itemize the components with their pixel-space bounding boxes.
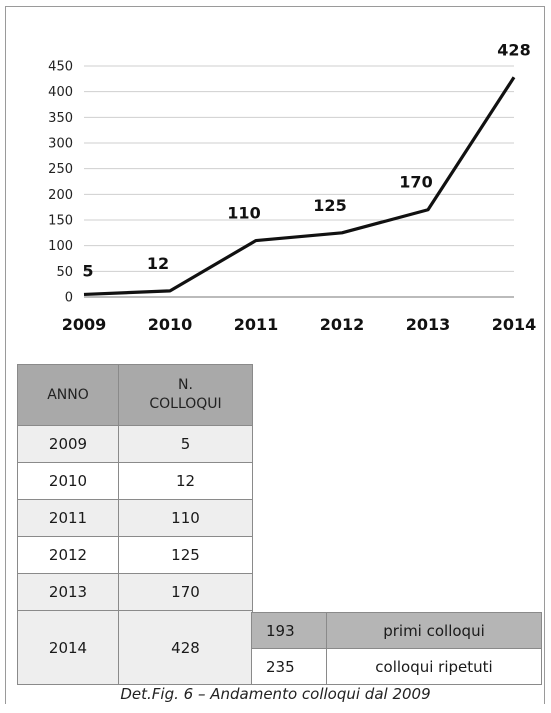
line-chart: 0 50 100 150 200 250 300 350 400 450 2009 2010 2011… <box>48 40 537 334</box>
data-label: 110 <box>227 204 260 223</box>
y-tick-label: 450 <box>48 60 73 75</box>
header-n: N. <box>178 377 193 393</box>
data-label: 125 <box>313 196 346 215</box>
cell-anno: 2012 <box>17 536 119 574</box>
y-tick-label: 300 <box>48 137 73 152</box>
cell-n: 428 <box>118 610 253 685</box>
data-label: 5 <box>82 261 93 280</box>
y-tick-label: 200 <box>48 188 73 203</box>
x-tick-label: 2012 <box>320 315 365 334</box>
x-tick-label: 2014 <box>492 315 537 334</box>
breakdown-table: 193 primi colloqui 235 colloqui ripetuti <box>251 612 542 685</box>
x-tick-label: 2011 <box>234 315 279 334</box>
figure-frame <box>5 6 545 704</box>
table-row: 2011 110 <box>17 499 253 537</box>
data-label: 12 <box>147 254 169 273</box>
y-tick-label: 350 <box>48 111 73 126</box>
cell-n: 125 <box>118 536 253 574</box>
table-header-row: ANNO N. COLLOQUI <box>17 364 253 426</box>
x-tick-label: 2013 <box>406 315 451 334</box>
data-label: 428 <box>497 40 530 59</box>
x-axis-ticks: 2009 2010 2011 2012 2013 2014 <box>62 315 537 334</box>
y-tick-label: 50 <box>56 265 73 280</box>
breakdown-row: 235 colloqui ripetuti <box>251 648 542 685</box>
breakdown-label: colloqui ripetuti <box>326 648 542 685</box>
colloqui-table: ANNO N. COLLOQUI 2009 5 2010 12 2011 110… <box>17 364 253 685</box>
breakdown-number: 235 <box>251 648 327 685</box>
cell-n: 12 <box>118 462 253 500</box>
breakdown-number: 193 <box>251 612 327 649</box>
y-axis-ticks: 0 50 100 150 200 250 300 350 400 450 <box>48 60 73 306</box>
header-n-colloqui: N. COLLOQUI <box>118 364 253 426</box>
y-tick-label: 400 <box>48 85 73 100</box>
header-anno: ANNO <box>17 364 119 426</box>
table-row: 2010 12 <box>17 462 253 500</box>
cell-anno: 2013 <box>17 573 119 611</box>
y-tick-label: 150 <box>48 214 73 229</box>
series-line <box>83 76 516 297</box>
y-tick-label: 100 <box>48 239 73 254</box>
table-row: 2013 170 <box>17 573 253 611</box>
header-colloqui: COLLOQUI <box>149 396 222 412</box>
x-tick-label: 2009 <box>62 315 107 334</box>
cell-anno: 2011 <box>17 499 119 537</box>
cell-anno: 2010 <box>17 462 119 500</box>
table-row: 2014 428 <box>17 610 253 685</box>
table-row: 2012 125 <box>17 536 253 574</box>
cell-n: 170 <box>118 573 253 611</box>
breakdown-label: primi colloqui <box>326 612 542 649</box>
data-label: 170 <box>399 173 432 192</box>
x-tick-label: 2010 <box>148 315 193 334</box>
y-tick-label: 250 <box>48 162 73 177</box>
y-tick-label: 0 <box>65 291 73 306</box>
data-labels: 5 12 110 125 170 428 <box>82 40 530 280</box>
cell-n: 110 <box>118 499 253 537</box>
breakdown-row: 193 primi colloqui <box>251 612 542 649</box>
cell-anno: 2014 <box>17 610 119 685</box>
chart-gridlines <box>84 65 514 298</box>
figure-caption: Det.Fig. 6 – Andamento colloqui dal 2009 <box>120 685 431 703</box>
table-row: 2009 5 <box>17 425 253 463</box>
cell-anno: 2009 <box>17 425 119 463</box>
cell-n: 5 <box>118 425 253 463</box>
